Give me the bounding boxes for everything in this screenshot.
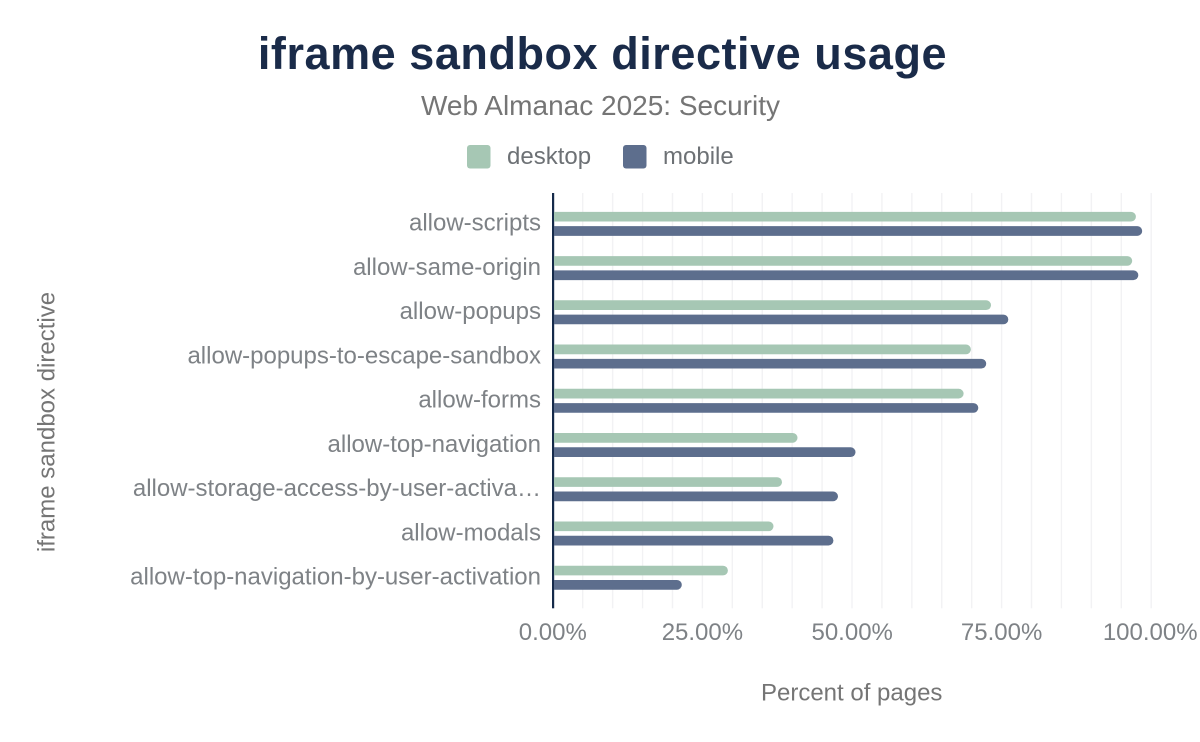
svg-text:allow-top-navigation: allow-top-navigation [328, 431, 541, 458]
svg-text:Percent of pages: Percent of pages [761, 679, 942, 706]
svg-text:75.00%: 75.00% [961, 619, 1042, 646]
svg-text:100.00%: 100.00% [1103, 619, 1198, 646]
svg-text:allow-same-origin: allow-same-origin [353, 254, 541, 281]
svg-text:allow-modals: allow-modals [401, 519, 541, 546]
svg-text:allow-popups: allow-popups [400, 298, 541, 325]
svg-text:allow-forms: allow-forms [418, 387, 541, 414]
svg-text:0.00%: 0.00% [519, 619, 587, 646]
svg-text:allow-storage-access-by-user-a: allow-storage-access-by-user-activa… [133, 475, 541, 502]
svg-text:iframe sandbox directive usage: iframe sandbox directive usage [258, 28, 947, 79]
svg-text:25.00%: 25.00% [662, 619, 743, 646]
svg-text:50.00%: 50.00% [811, 619, 892, 646]
svg-text:mobile: mobile [663, 143, 734, 170]
svg-text:allow-scripts: allow-scripts [409, 210, 541, 237]
svg-text:allow-popups-to-escape-sandbox: allow-popups-to-escape-sandbox [187, 342, 541, 369]
svg-text:desktop: desktop [507, 143, 591, 170]
svg-text:iframe sandbox directive: iframe sandbox directive [34, 292, 61, 552]
svg-text:allow-top-navigation-by-user-a: allow-top-navigation-by-user-activation [130, 564, 541, 591]
svg-text:Web Almanac 2025: Security: Web Almanac 2025: Security [421, 90, 780, 121]
